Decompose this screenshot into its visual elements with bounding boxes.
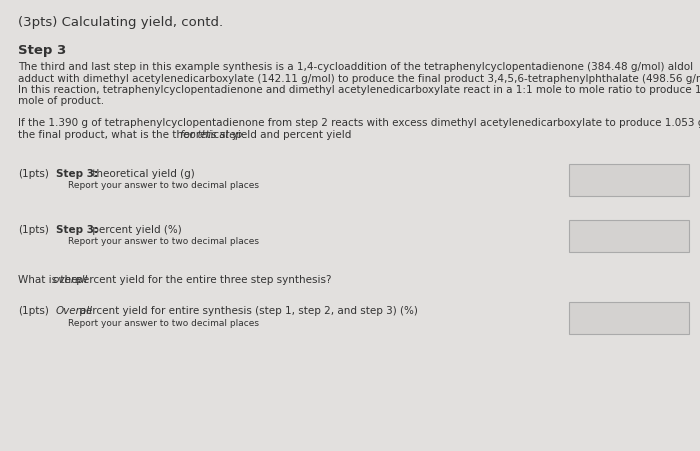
Text: Report your answer to two decimal places: Report your answer to two decimal places — [68, 181, 259, 190]
Text: Step 3:: Step 3: — [56, 169, 98, 179]
Text: overall: overall — [52, 275, 88, 285]
Text: Step 3:: Step 3: — [56, 225, 98, 235]
Text: for this step.: for this step. — [180, 129, 246, 139]
Text: (1pts): (1pts) — [18, 307, 49, 317]
Text: What is the: What is the — [18, 275, 80, 285]
FancyBboxPatch shape — [569, 164, 689, 196]
Text: percent yield for the entire three step synthesis?: percent yield for the entire three step … — [73, 275, 331, 285]
FancyBboxPatch shape — [569, 302, 689, 333]
Text: Report your answer to two decimal places: Report your answer to two decimal places — [68, 319, 259, 328]
Text: The third and last step in this example synthesis is a 1,4-cycloaddition of the : The third and last step in this example … — [18, 62, 693, 72]
Text: percent yield (%): percent yield (%) — [89, 225, 182, 235]
Text: (1pts): (1pts) — [18, 169, 49, 179]
Text: (3pts) Calculating yield, contd.: (3pts) Calculating yield, contd. — [18, 16, 223, 29]
FancyBboxPatch shape — [569, 220, 689, 252]
Text: the final product, what is the theoretical yield and percent yield: the final product, what is the theoretic… — [18, 129, 355, 139]
Text: Report your answer to two decimal places: Report your answer to two decimal places — [68, 238, 259, 247]
Text: theoretical yield (g): theoretical yield (g) — [89, 169, 195, 179]
Text: If the 1.390 g of tetraphenylcyclopentadienone from step 2 reacts with excess di: If the 1.390 g of tetraphenylcyclopentad… — [18, 118, 700, 128]
Text: mole of product.: mole of product. — [18, 97, 104, 106]
Text: percent yield for entire synthesis (step 1, step 2, and step 3) (%): percent yield for entire synthesis (step… — [76, 307, 418, 317]
Text: Overall: Overall — [56, 307, 93, 317]
Text: In this reaction, tetraphenylcyclopentadienone and dimethyl acetylenedicarboxyla: In this reaction, tetraphenylcyclopentad… — [18, 85, 700, 95]
Text: (1pts): (1pts) — [18, 225, 49, 235]
Text: adduct with dimethyl acetylenedicarboxylate (142.11 g/mol) to produce the final : adduct with dimethyl acetylenedicarboxyl… — [18, 74, 700, 83]
Text: Step 3: Step 3 — [18, 44, 66, 57]
